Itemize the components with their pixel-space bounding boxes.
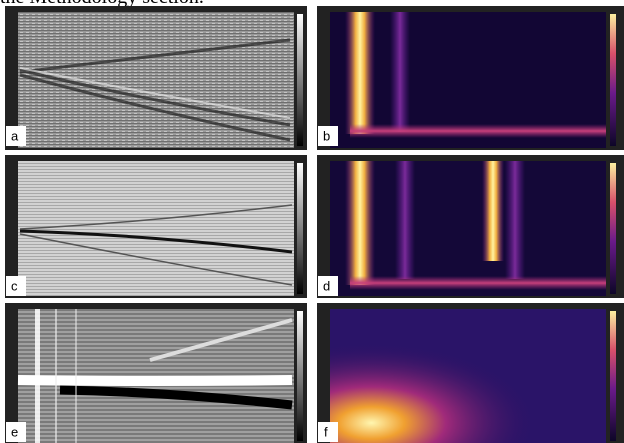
panel-a <box>5 6 307 150</box>
panel-b <box>317 6 624 150</box>
labels: a b c d e f <box>6 126 338 442</box>
band <box>345 12 375 134</box>
event <box>19 38 291 142</box>
panel-d <box>317 155 624 298</box>
event <box>19 204 293 286</box>
colorbar <box>610 311 616 441</box>
label-box <box>318 126 338 146</box>
streak <box>35 309 40 443</box>
panel-label: e <box>11 424 18 439</box>
panel-label: c <box>11 278 18 293</box>
band <box>395 161 415 279</box>
energy <box>330 309 606 443</box>
event <box>17 375 293 386</box>
band <box>390 12 410 132</box>
streak <box>75 309 77 443</box>
panel-f <box>317 303 624 443</box>
band <box>482 161 504 261</box>
colorbar <box>610 163 616 294</box>
colorbar <box>610 14 616 146</box>
label-box <box>6 126 26 146</box>
event <box>19 229 293 254</box>
label-box <box>6 422 26 442</box>
panel-label: b <box>323 128 330 143</box>
label-box <box>318 276 338 296</box>
panel-c <box>5 155 307 298</box>
colorbar <box>297 14 303 146</box>
panel-label: d <box>323 278 330 293</box>
band <box>350 124 606 138</box>
panel-e <box>5 303 307 443</box>
label-box <box>6 276 26 296</box>
panel-label: f <box>324 424 328 439</box>
caption: the Methodology section. <box>0 0 204 8</box>
band <box>350 276 606 290</box>
streak <box>55 309 57 443</box>
colorbar <box>297 163 303 294</box>
band <box>345 161 375 285</box>
event <box>19 67 291 119</box>
band <box>505 161 525 279</box>
colorbar <box>297 311 303 441</box>
spectrum <box>330 161 606 296</box>
event <box>59 385 293 410</box>
label-box <box>318 422 338 442</box>
panel-label: a <box>11 128 19 143</box>
event <box>149 318 293 362</box>
seismic <box>18 161 294 296</box>
